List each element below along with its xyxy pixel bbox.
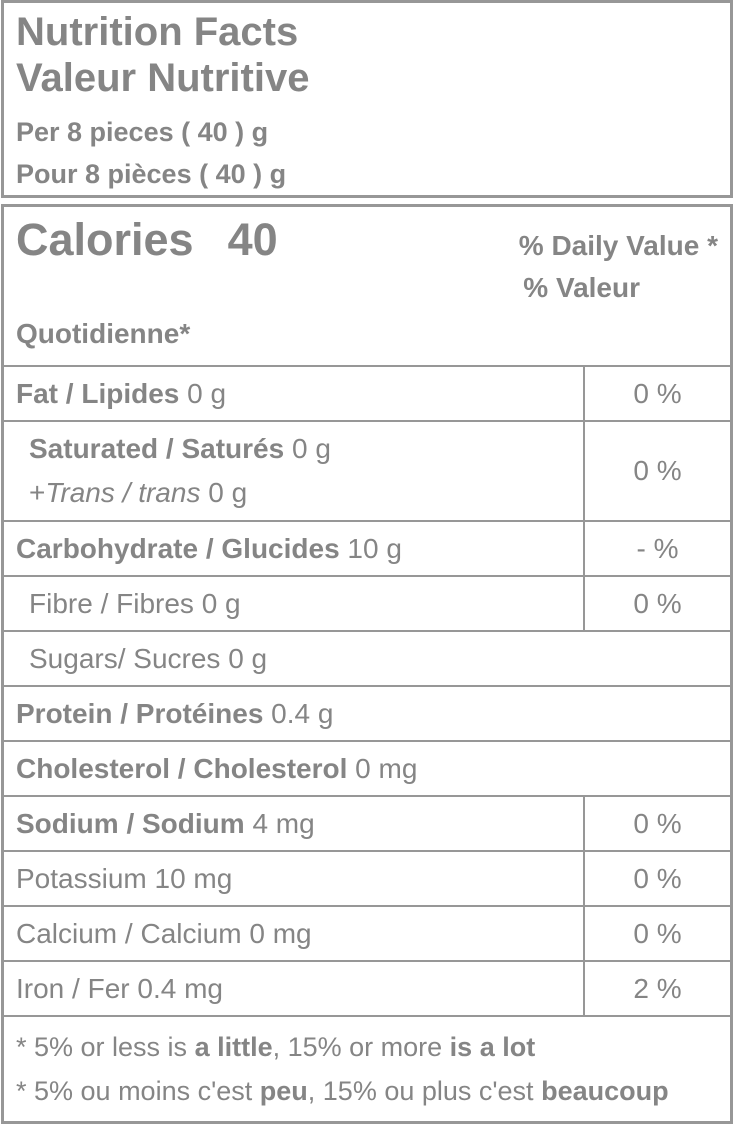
title-fr: Valeur Nutritive [16,56,310,100]
text-segment: a little [194,1032,273,1062]
nutrient-row-carbohydrate: Carbohydrate / Glucides 10 g- % [4,520,730,575]
nutrient-row-protein: Protein / Protéines 0.4 g [4,685,730,740]
nutrient-label: Fibre / Fibres 0 g [4,577,583,630]
text-segment: Carbohydrate / Glucides [16,532,340,564]
nutrient-label: Sugars/ Sucres 0 g [4,632,730,685]
text-segment: is a lot [449,1032,536,1062]
text-segment: Cholesterol / Cholesterol [16,752,348,784]
text-segment: Iron / Fer 0.4 mg [16,972,223,1004]
calories-section: Calories 40 % Daily Value * % Valeur Quot… [4,207,730,365]
daily-value-cell: 0 % [583,797,730,850]
nutrient-label: Protein / Protéines 0.4 g [4,687,730,740]
text-segment: Fat / Lipides [16,377,180,409]
daily-value-cell: 0 % [583,577,730,630]
nutrient-line: Cholesterol / Cholesterol 0 mg [16,747,722,791]
text-segment: beaucoup [541,1076,669,1106]
text-segment: Potassium 10 mg [16,862,233,894]
nutrient-line: Iron / Fer 0.4 mg [16,967,575,1011]
nutrient-row-sodium: Sodium / Sodium 4 mg 0 % [4,795,730,850]
nutrient-row-cholesterol: Cholesterol / Cholesterol 0 mg [4,740,730,795]
nutrient-line: Sugars/ Sucres 0 g [29,637,722,681]
nutrient-row-sugars: Sugars/ Sucres 0 g [4,630,730,685]
text-segment: Trans / trans [45,477,201,508]
text-segment: Protein / Protéines [16,697,264,729]
nutrient-row-fibre: Fibre / Fibres 0 g 0 % [4,575,730,630]
text-segment: Saturated / Saturés [29,433,285,464]
daily-value-header-fr-line1: % Valeur [523,272,640,303]
text-segment: 10 g [339,532,402,564]
nutrient-line: Fibre / Fibres 0 g [29,582,575,626]
daily-value-header-en: % Daily Value * [518,230,718,261]
nutrient-line: Calcium / Calcium 0 mg [16,912,575,956]
text-segment: Fibre / Fibres 0 g [29,587,241,619]
daily-value-cell: 0 % [583,422,730,520]
nutrient-row-iron: Iron / Fer 0.4 mg 2 % [4,960,730,1015]
calories-line: Calories 40 % Daily Value * [16,215,718,265]
footnotes-section: * 5% or less is a little, 15% or more is… [4,1015,730,1121]
nutrient-label: Potassium 10 mg [4,852,583,905]
text-segment: Sodium / Sodium [16,807,245,839]
nutrient-line: Potassium 10 mg [16,857,575,901]
text-segment: 0.4 g [263,697,334,729]
nutrient-line: Protein / Protéines 0.4 g [16,692,722,736]
text-segment: peu [259,1076,308,1106]
title-en: Nutrition Facts [16,10,299,54]
text-segment: 0 g [284,433,331,464]
serving-size-en: Per 8 pieces ( 40 ) g [16,117,269,147]
text-segment: * 5% ou moins c'est [16,1076,260,1106]
nutrient-line: Sodium / Sodium 4 mg [16,802,575,846]
nutrient-row-saturated-trans: Saturated / Saturés 0 g +Trans / trans 0 … [4,420,730,520]
daily-value-header-fr-line2: Quotidienne* [16,318,191,349]
nutrient-row-calcium: Calcium / Calcium 0 mg 0 % [4,905,730,960]
nutrient-line: Saturated / Saturés 0 g [29,427,575,471]
nutrient-label: Sodium / Sodium 4 mg [4,797,583,850]
nutrient-table: Calories 40 % Daily Value * % Valeur Quot… [1,204,733,1124]
text-segment: , 15% or more [272,1032,450,1062]
text-segment: + [29,477,46,508]
daily-value-cell: 2 % [583,962,730,1015]
nutrient-label: Carbohydrate / Glucides 10 g [4,522,583,575]
text-segment: , 15% ou plus c'est [307,1076,542,1106]
nutrient-line: Fat / Lipides 0 g [16,372,575,416]
text-segment: 0 g [200,477,248,508]
daily-value-cell: 0 % [583,907,730,960]
footnote: * 5% ou moins c'est peu, 15% ou plus c'e… [16,1069,718,1113]
text-segment: 0 g [179,377,227,409]
footnote: * 5% or less is a little, 15% or more is… [16,1025,718,1069]
text-segment: * 5% or less is [16,1032,195,1062]
calories-label-value: Calories 40 [16,215,278,265]
text-segment: 4 mg [244,807,315,839]
header-section: Nutrition Facts Valeur Nutritive Per 8 p… [1,0,733,198]
calories-label: Calories [16,214,194,265]
nutrient-label: Cholesterol / Cholesterol 0 mg [4,742,730,795]
nutrient-label: Calcium / Calcium 0 mg [4,907,583,960]
text-segment: 0 mg [347,752,418,784]
nutrient-line: Carbohydrate / Glucides 10 g [16,527,575,571]
text-segment: Calcium / Calcium 0 mg [16,917,312,949]
nutrient-line: +Trans / trans 0 g [29,471,575,515]
nutrient-label: Fat / Lipides 0 g [4,367,583,420]
nutrient-label: Saturated / Saturés 0 g +Trans / trans 0 … [4,422,583,520]
daily-value-cell: 0 % [583,367,730,420]
nutrient-row-potassium: Potassium 10 mg 0 % [4,850,730,905]
daily-value-cell: 0 % [583,852,730,905]
text-segment: Sugars/ Sucres 0 g [29,642,268,674]
nutrient-label: Iron / Fer 0.4 mg [4,962,583,1015]
daily-value-cell: - % [583,522,730,575]
calories-value: 40 [227,214,278,265]
serving-size-fr: Pour 8 pièces ( 40 ) g [16,159,287,189]
